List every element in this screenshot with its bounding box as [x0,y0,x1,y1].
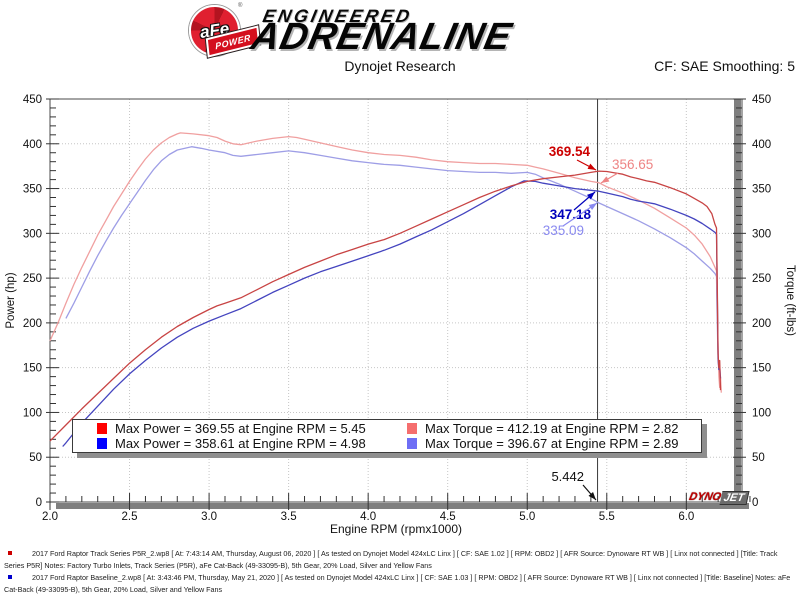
y-axis-label-left: 0 [36,497,42,509]
run-description-text: 2017 Ford Raptor Track Series P5R_2.wp8 … [4,549,778,570]
annotation-power-baseline-cursor-head [586,192,595,200]
y-axis-label-right: 300 [752,228,771,240]
curve-torque-baseline [65,146,721,375]
chart-legend: Max Power = 369.55 at Engine RPM = 5.45 M… [72,419,702,453]
legend-entry-0: Max Power = 369.55 at Engine RPM = 5.45 [97,421,407,436]
curve-power-baseline [62,180,722,447]
run-descriptions: 2017 Ford Raptor Track Series P5R_2.wp8 … [4,548,798,597]
annotation-torque-baseline-cursor-head [588,203,597,210]
y-axis-label-right: 400 [752,139,771,151]
y-axis-label-left: 50 [29,452,42,464]
annotation-torque-baseline-cursor-label: 335.09 [543,223,584,238]
torque-axis-title: Torque (ft-lbs) [784,265,796,336]
legend-swatch [407,423,417,434]
run-description-1: 2017 Ford Raptor Baseline_2.wp8 [ At: 3:… [4,572,798,595]
x-axis-label: 5.5 [599,511,615,523]
legend-entry-3: Max Torque = 396.67 at Engine RPM = 2.89 [407,436,701,451]
y-axis-label-left: 400 [23,139,42,151]
x-axis-label: 3.5 [281,511,297,523]
legend-swatch [97,438,107,449]
x-axis-label: 5.0 [519,511,535,523]
x-axis-label: 3.0 [201,511,217,523]
y-axis-label-right: 450 [752,94,771,106]
registered-mark: ® [238,3,243,9]
power-axis-title: Power (hp) [5,272,17,328]
dynojet-logo: DYNO JET [688,491,750,505]
y-axis-label-left: 100 [23,407,42,419]
x-axis-label: 4.0 [360,511,376,523]
bottom-shadow-bar [56,503,749,509]
y-axis-label-right: 200 [752,318,771,330]
y-axis-label-right: 350 [752,184,771,196]
cursor-rpm-label: 5.442 [551,469,584,484]
run-bullet [8,551,12,555]
y-axis-label-right: 150 [752,363,771,375]
annotation-power-afe-cursor-head [587,163,596,170]
legend-label: Max Torque = 412.19 at Engine RPM = 2.82 [425,421,679,436]
x-axis-label: 2.5 [122,511,138,523]
chart-title: Dynojet Research [344,58,456,74]
y-axis-label-left: 250 [23,273,42,285]
plot-border [49,98,743,503]
y-axis-label-left: 200 [23,318,42,330]
dynojet-logo-jet: JET [719,491,750,505]
y-axis-label-right: 50 [752,452,765,464]
annotation-torque-afe-cursor-label: 356.65 [612,157,653,172]
legend-label: Max Power = 369.55 at Engine RPM = 5.45 [115,421,366,436]
run-description-text: 2017 Ford Raptor Baseline_2.wp8 [ At: 3:… [4,573,791,594]
legend-swatch [407,438,417,449]
x-axis-label: 4.5 [440,511,456,523]
legend-label: Max Power = 358.61 at Engine RPM = 4.98 [115,436,366,451]
legend-label: Max Torque = 396.67 at Engine RPM = 2.89 [425,436,679,451]
legend-entry-1: Max Torque = 412.19 at Engine RPM = 2.82 [407,421,701,436]
y-axis-label-right: 250 [752,273,771,285]
annotation-power-afe-cursor-label: 369.54 [549,144,591,159]
y-axis-label-left: 300 [23,228,42,240]
legend-entry-2: Max Power = 358.61 at Engine RPM = 4.98 [97,436,407,451]
curve-power-afe [49,170,722,442]
y-axis-label-left: 450 [23,94,42,106]
curve-torque-afe [49,132,722,393]
y-axis-label-left: 350 [23,184,42,196]
y-axis-label-right: 0 [752,497,758,509]
smoothing-setting: CF: SAE Smoothing: 5 [654,58,795,74]
y-axis-label-right: 100 [752,407,771,419]
x-axis-label: 6.0 [678,511,694,523]
run-description-0: 2017 Ford Raptor Track Series P5R_2.wp8 … [4,548,798,571]
cursor-annotation-head [588,491,596,500]
run-bullet [8,575,12,580]
y-axis-label-left: 150 [23,363,42,375]
annotation-torque-afe-cursor-head [601,176,610,183]
x-axis-label: 2.0 [42,511,58,523]
annotation-power-baseline-cursor-label: 347.18 [550,207,592,222]
legend-swatch [97,423,107,434]
dynojet-logo-dyno: DYNO [687,491,723,503]
right-shadow-bar [734,99,741,502]
rpm-axis-title: Engine RPM (rpmx1000) [330,522,462,536]
